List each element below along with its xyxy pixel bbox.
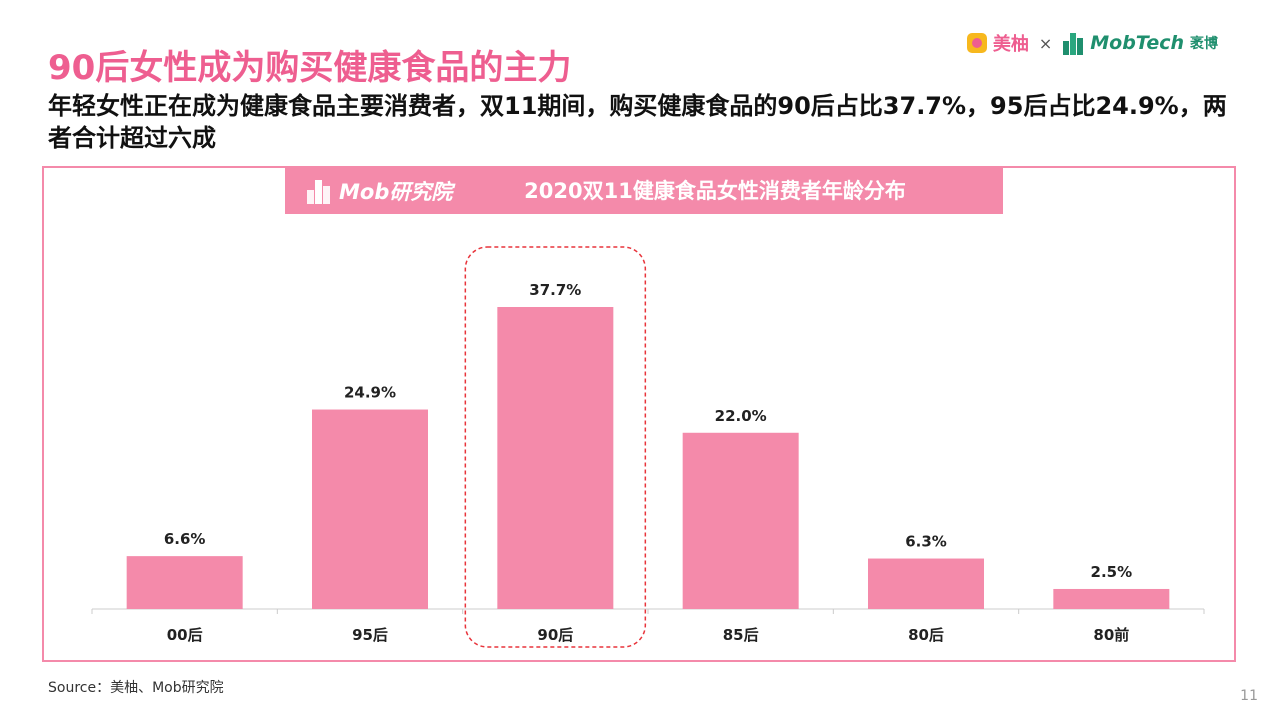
data-label: 24.9% (344, 384, 396, 402)
bar (868, 558, 984, 609)
bar (497, 307, 614, 609)
bar (312, 409, 428, 609)
x-tick-label: 90后 (537, 626, 573, 644)
x-tick-label: 80后 (908, 626, 944, 644)
data-label: 6.6% (164, 530, 206, 548)
mobtech-logo-text: MobTech (1090, 32, 1184, 54)
data-label: 2.5% (1091, 563, 1133, 581)
chart-header: Mob研究院 2020双11健康食品女性消费者年龄分布 (285, 168, 1003, 214)
data-label: 37.7% (529, 281, 581, 299)
chart-frame (42, 166, 1236, 662)
mobtech-logo-cn: 袤博 (1190, 36, 1218, 52)
page-title: 90后女性成为购买健康食品的主力 (48, 48, 572, 88)
data-label: 22.0% (715, 407, 767, 425)
x-tick-label: 85后 (723, 626, 759, 644)
page-subtitle: 年轻女性正在成为健康食品主要消费者，双11期间，购买健康食品的90后占比37.7… (48, 92, 1227, 152)
page-number: 11 (1240, 688, 1258, 704)
x-tick-label: 80前 (1093, 626, 1129, 644)
meiyou-logo-text: 美柚 (992, 34, 1029, 55)
data-label: 6.3% (905, 533, 947, 551)
bar (682, 432, 799, 609)
bar (126, 556, 243, 609)
x-tick-label: 00后 (167, 626, 203, 644)
partner-logos: 美柚 × MobTech 袤博 (966, 28, 1218, 58)
mobtech-logo-icon (1063, 33, 1084, 55)
source-note: Source：美柚、Mob研究院 (48, 680, 224, 696)
x-tick-label: 95后 (352, 626, 388, 644)
meiyou-logo-icon (966, 33, 987, 53)
times-sign: × (1038, 33, 1053, 53)
chart-title: 2020双11健康食品女性消费者年龄分布 (524, 179, 906, 203)
mob-research-logo: Mob研究院 (305, 176, 452, 206)
mob-research-logo-text: Mob研究院 (339, 180, 453, 204)
bar (1053, 588, 1170, 609)
mob-research-logo-icon (307, 180, 330, 204)
